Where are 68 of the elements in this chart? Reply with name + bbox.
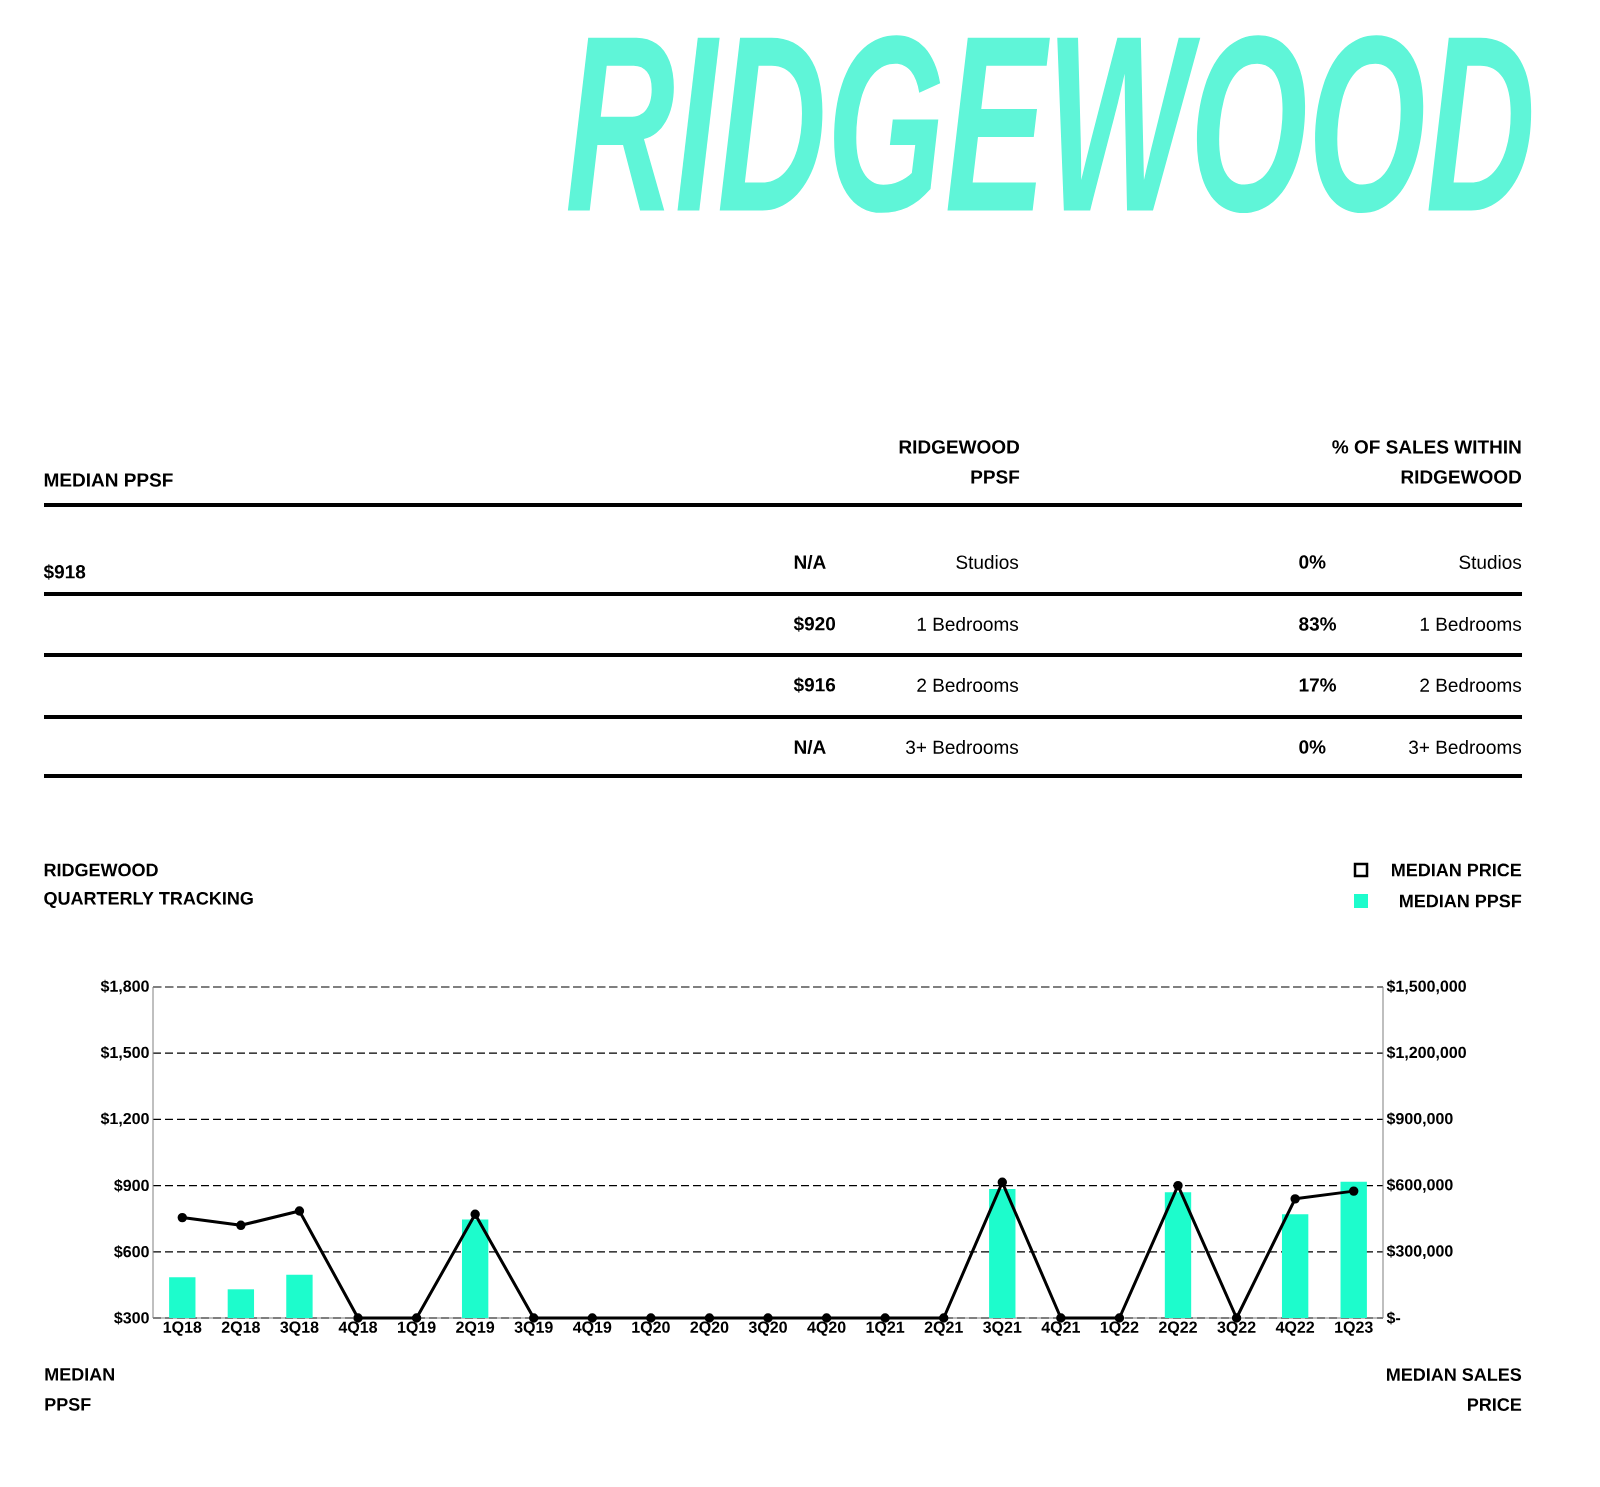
- text: Studios: [956, 555, 1019, 569]
- point: [177, 1212, 187, 1223]
- x-tick-label: 1Q21: [866, 1321, 905, 1336]
- text: RIDGEWOOD: [567, 35, 1532, 213]
- y-tick-label: $1,500: [100, 1046, 149, 1061]
- text: % OF SALES WITHIN RIDGEWOOD: [1332, 440, 1522, 484]
- x-tick-label: 1Q19: [398, 1321, 436, 1336]
- text: N/A: [794, 739, 826, 755]
- y2-axis-title: MEDIAN SALES PRICE: [1387, 1368, 1522, 1411]
- text: 3+ Bedrooms: [1409, 740, 1522, 754]
- y2-tick-label: $600,000: [1386, 1178, 1453, 1193]
- y-tick-label: $600: [114, 1245, 149, 1259]
- point: [236, 1220, 246, 1231]
- text: MEDIAN PPSF: [44, 473, 173, 487]
- point: [997, 1177, 1007, 1187]
- y-tick-label: $300: [114, 1311, 149, 1325]
- y-axis-title: MEDIAN PPSF: [45, 1368, 114, 1411]
- x-tick-label: 1Q20: [632, 1321, 670, 1336]
- y2-tick-label: $900,000: [1386, 1112, 1453, 1127]
- text: RIDGEWOOD PPSF: [899, 440, 1020, 484]
- y2-tick-label: $1,500,000: [1386, 979, 1466, 995]
- text: 1 Bedrooms: [917, 617, 1019, 631]
- x-tick-label: 3Q19: [514, 1321, 553, 1336]
- text: $916: [793, 677, 836, 693]
- x-tick-label: 1Q23: [1335, 1321, 1373, 1336]
- legend-label: MEDIAN PPSF: [1400, 894, 1522, 908]
- x-tick-label: 2Q20: [690, 1321, 729, 1336]
- x-tick-label: 4Q19: [572, 1321, 612, 1336]
- point: [1173, 1180, 1183, 1191]
- y2-tick-label: $300,000: [1386, 1244, 1453, 1259]
- x-tick-label: 2Q19: [456, 1321, 495, 1336]
- x-tick-label: 2Q18: [221, 1321, 260, 1336]
- text: 83%: [1299, 617, 1337, 631]
- text: 2 Bedrooms: [917, 678, 1019, 692]
- chart-subtitle: QUARTERLY TRACKING: [44, 891, 253, 909]
- text: 0%: [1299, 555, 1326, 569]
- y-tick-label: $1,200: [100, 1112, 149, 1127]
- text: $918: [43, 564, 86, 580]
- text: 3+ Bedrooms: [906, 740, 1019, 754]
- point: [470, 1209, 480, 1219]
- x-tick-label: 4Q20: [807, 1321, 846, 1336]
- x-tick-label: 3Q22: [1217, 1321, 1256, 1336]
- text: 2 Bedrooms: [1420, 678, 1522, 692]
- y2-tick-label: $1,200,000: [1386, 1046, 1466, 1061]
- text: Studios: [1459, 555, 1522, 569]
- x-tick-label: 1Q18: [163, 1321, 202, 1336]
- text: 0%: [1299, 740, 1326, 754]
- x-tick-label: 2Q21: [924, 1321, 963, 1336]
- x-tick-label: 2Q22: [1158, 1321, 1197, 1336]
- y2-tick-label: $-: [1386, 1311, 1401, 1325]
- x-tick-label: 4Q18: [338, 1321, 378, 1336]
- text: N/A: [794, 554, 826, 570]
- point: [294, 1206, 305, 1216]
- chart-title: RIDGEWOOD: [44, 863, 158, 877]
- legend-label: MEDIAN PRICE: [1392, 863, 1522, 877]
- text: $920: [793, 616, 836, 632]
- y-tick-label: $1,800: [100, 979, 149, 995]
- x-tick-label: 3Q21: [983, 1321, 1022, 1336]
- text: 17%: [1299, 678, 1337, 692]
- x-tick-label: 1Q22: [1100, 1321, 1139, 1336]
- x-tick-label: 3Q18: [280, 1321, 319, 1336]
- text: 1 Bedrooms: [1420, 617, 1522, 631]
- point: [1349, 1186, 1359, 1196]
- x-tick-label: 4Q22: [1275, 1321, 1315, 1336]
- point: [1290, 1194, 1300, 1204]
- x-tick-label: 4Q21: [1041, 1321, 1080, 1336]
- y-tick-label: $900: [114, 1179, 149, 1193]
- x-tick-label: 3Q20: [748, 1321, 787, 1336]
